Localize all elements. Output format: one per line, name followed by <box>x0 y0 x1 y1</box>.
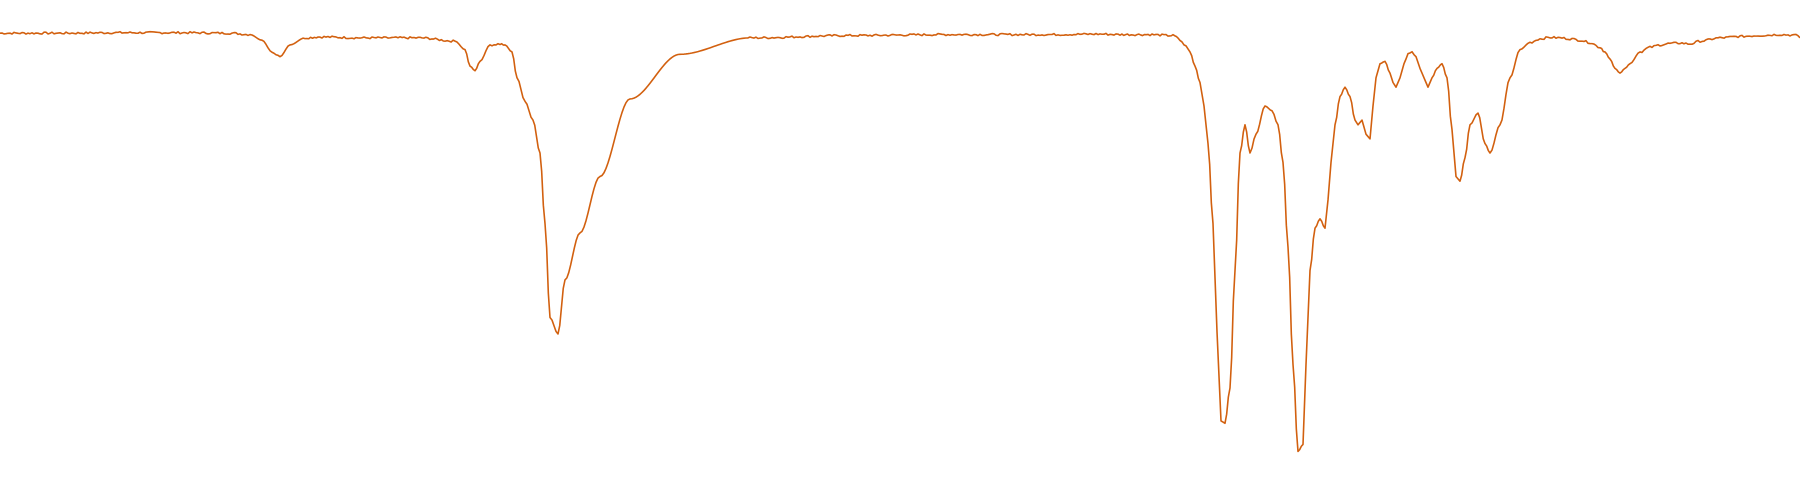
series-line-0 <box>0 30 1800 453</box>
